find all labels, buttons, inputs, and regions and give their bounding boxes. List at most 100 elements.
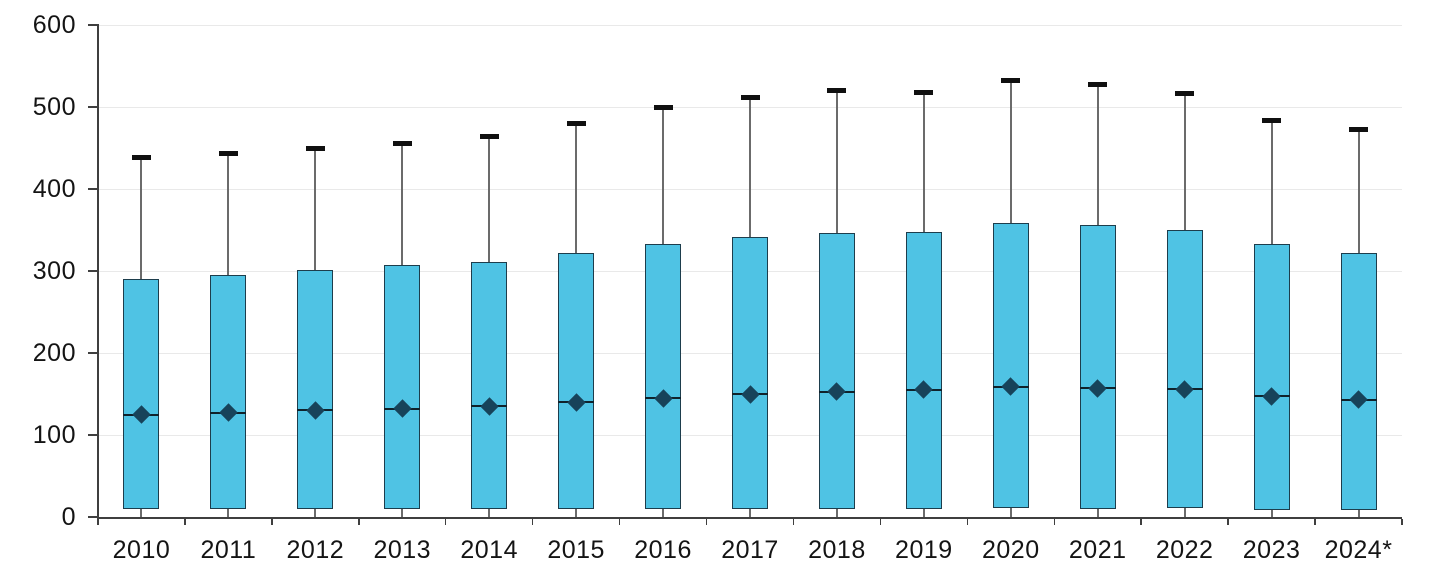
range-box [297,270,334,509]
y-tick [88,352,98,354]
lower-whisker [1357,509,1360,517]
y-tick [88,270,98,272]
lower-whisker [749,508,751,517]
x-tick-label: 2012 [286,536,345,564]
x-boundary-tick [1140,519,1142,525]
upper-whisker [749,97,751,237]
upper-whisker [1357,129,1360,253]
x-tick-label: 2013 [373,536,432,564]
x-tick-label: 2017 [721,536,779,564]
x-tick-label: 2021 [1068,536,1127,564]
range-box [992,223,1029,508]
y-tick-label: 100 [32,420,76,449]
upper-whisker [575,123,578,253]
lower-whisker [662,508,665,517]
whisker-cap [653,105,673,111]
whisker-cap [131,155,151,161]
x-boundary-tick [1227,519,1229,525]
lower-whisker [922,508,925,517]
x-tick-label: 2018 [808,536,866,564]
x-boundary-tick [879,519,882,525]
whisker-cap [1088,81,1108,87]
range-box [818,233,855,509]
x-boundary-tick [271,519,273,525]
range-box [1166,230,1203,508]
range-box [645,243,682,509]
x-boundary-tick [1053,519,1056,525]
x-tick-label: 2015 [547,536,605,564]
range-box [471,261,508,509]
y-tick-label: 0 [61,502,76,531]
lower-whisker [314,508,317,517]
lower-whisker [140,508,143,517]
x-boundary-tick [531,519,534,525]
y-axis [96,24,99,519]
lower-whisker [401,508,404,517]
lower-whisker [1270,509,1273,517]
upper-whisker [1096,84,1099,226]
x-tick-label: 2016 [634,536,692,564]
x-boundary-tick [705,519,708,525]
x-tick-label: 2014 [460,536,518,564]
y-tick-label: 500 [32,92,76,121]
lower-whisker [227,508,230,517]
x-tick-label: 2023 [1242,536,1301,564]
upper-whisker [1270,120,1273,244]
upper-whisker [922,92,925,232]
range-box [558,252,595,509]
x-tick-label: 2022 [1155,536,1214,564]
upper-whisker [314,148,317,271]
whisker-cap [218,151,238,157]
whisker-cap [827,88,847,94]
whisker-cap [1349,126,1369,132]
y-tick-label: 200 [32,338,76,367]
whisker-cap [1001,78,1021,84]
upper-whisker [401,143,404,266]
lower-whisker [575,508,578,517]
upper-whisker [227,153,230,276]
upper-whisker [488,136,491,262]
upper-whisker [140,157,143,280]
upper-whisker [1009,80,1012,224]
whisker-cap [914,89,934,95]
gridline [98,24,1402,26]
x-tick-label: 2011 [200,536,257,564]
y-tick-label: 300 [32,256,76,285]
y-tick-label: 400 [32,174,76,203]
y-tick [88,106,98,108]
x-boundary-tick [358,519,360,525]
lower-whisker [488,508,491,517]
range-box [905,231,942,509]
range-box [123,279,160,509]
x-boundary-tick [1401,519,1403,525]
x-boundary-tick [184,519,186,525]
whisker-cap [1262,117,1282,123]
upper-whisker [835,90,838,234]
x-boundary-tick [444,519,447,525]
lower-whisker [835,508,838,517]
y-tick [88,188,98,190]
x-boundary-tick [97,519,99,525]
y-tick [88,516,98,518]
x-boundary-tick [618,519,621,525]
x-tick-label: 2019 [895,536,953,564]
whisker-cap [305,145,325,151]
x-tick-label: 2020 [981,536,1040,564]
lower-whisker [1096,508,1099,517]
y-tick [88,24,98,26]
range-box [384,265,421,509]
y-tick [88,434,98,436]
x-boundary-tick [966,519,969,525]
x-tick-label: 2010 [112,536,171,564]
range-box [1253,243,1290,510]
range-box [210,275,247,509]
lower-whisker [1009,507,1012,517]
x-boundary-tick [1314,519,1316,525]
upper-whisker [1183,93,1186,230]
range-box [732,236,768,509]
upper-whisker [662,107,665,244]
lower-whisker [1183,507,1186,517]
whisker-cap [1175,91,1195,97]
